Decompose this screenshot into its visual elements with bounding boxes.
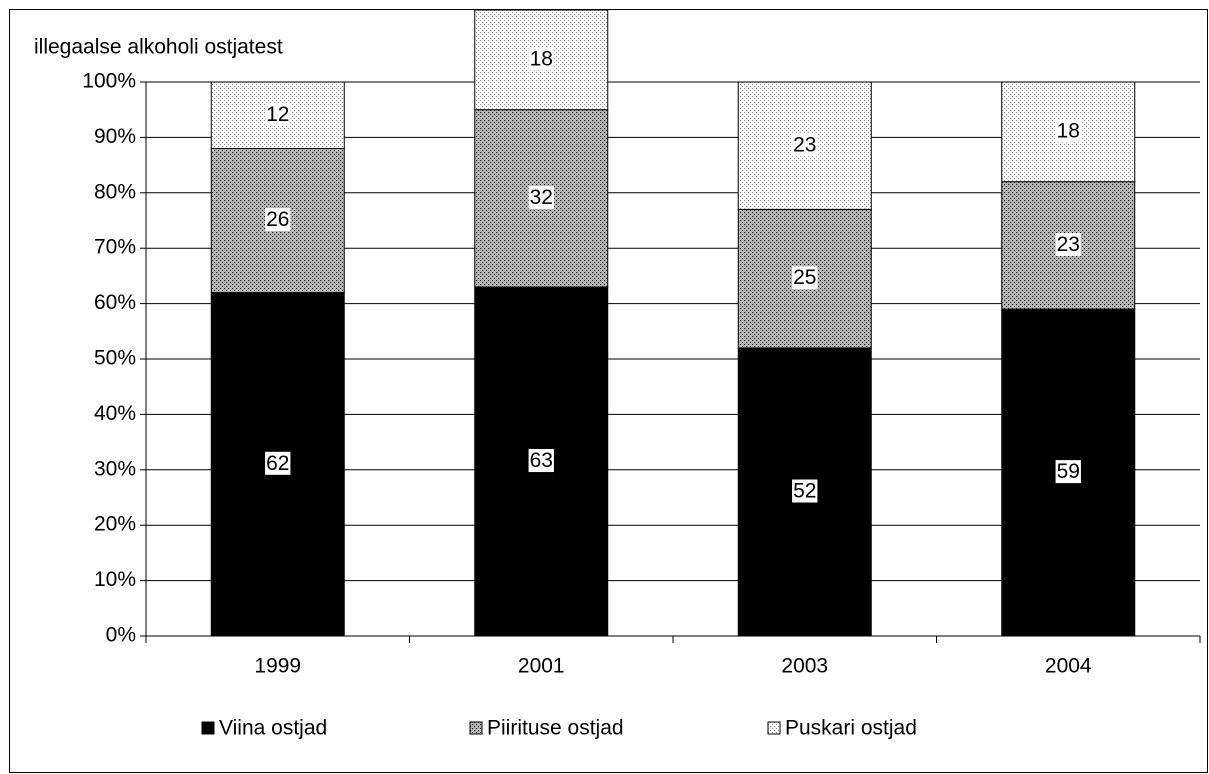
- y-tick-label: 10%: [94, 568, 136, 591]
- data-label: 23: [793, 133, 816, 156]
- y-tick-label: 50%: [94, 347, 136, 370]
- y-tick-label: 0%: [106, 624, 136, 647]
- data-label-bg: [1055, 119, 1081, 143]
- legend-label: Piirituse ostjad: [487, 717, 624, 740]
- chart-title: illegaalse alkoholi ostjatest: [34, 36, 283, 59]
- data-label-bg: [792, 133, 818, 157]
- data-label-bg: [265, 102, 291, 126]
- data-label-bg: [792, 266, 818, 290]
- x-tick-label: 2003: [781, 655, 828, 678]
- data-label: 25: [793, 266, 816, 289]
- y-tick-label: 20%: [94, 513, 136, 536]
- data-label: 32: [530, 186, 553, 209]
- data-label: 62: [266, 452, 289, 475]
- x-tick-label: 1999: [254, 655, 301, 678]
- y-tick-label: 80%: [94, 180, 136, 203]
- data-label-bg: [528, 47, 554, 71]
- legend-swatch: [767, 721, 781, 735]
- data-label-bg: [265, 208, 291, 232]
- data-label-bg: [792, 479, 818, 503]
- data-label-bg: [528, 185, 554, 209]
- legend-label: Viina ostjad: [219, 717, 327, 740]
- legend-label: Puskari ostjad: [785, 717, 917, 740]
- data-label-bg: [528, 449, 554, 473]
- y-tick-label: 60%: [94, 291, 136, 314]
- y-tick-label: 30%: [94, 457, 136, 480]
- data-label: 26: [266, 208, 289, 231]
- y-tick-label: 90%: [94, 125, 136, 148]
- data-label: 63: [530, 449, 553, 472]
- data-label: 59: [1057, 460, 1080, 483]
- x-tick-label: 2004: [1045, 655, 1092, 678]
- data-label-bg: [1055, 232, 1081, 256]
- data-label: 12: [266, 103, 289, 126]
- data-label: 18: [530, 47, 553, 70]
- data-label: 18: [1057, 119, 1080, 142]
- y-tick-label: 40%: [94, 402, 136, 425]
- legend-swatch: [469, 721, 483, 735]
- data-label-bg: [1055, 460, 1081, 484]
- data-label: 52: [793, 480, 816, 503]
- data-label: 23: [1057, 233, 1080, 256]
- y-tick-label: 70%: [94, 236, 136, 259]
- data-label-bg: [265, 451, 291, 475]
- y-tick-label: 100%: [82, 70, 136, 93]
- legend-swatch: [201, 721, 215, 735]
- x-tick-label: 2001: [518, 655, 565, 678]
